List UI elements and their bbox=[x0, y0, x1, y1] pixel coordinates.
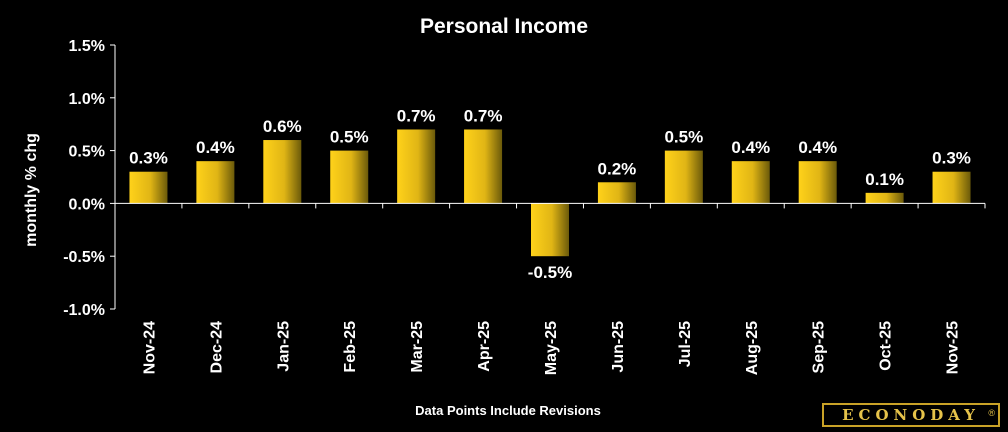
bar bbox=[263, 140, 302, 204]
data-label: 0.7% bbox=[464, 106, 503, 125]
x-tick-label: Apr-25 bbox=[476, 321, 493, 372]
data-label: 0.3% bbox=[932, 149, 971, 168]
bar bbox=[664, 150, 703, 204]
x-tick-label: Nov-24 bbox=[141, 321, 158, 374]
data-label: 0.3% bbox=[129, 149, 168, 168]
bar bbox=[798, 161, 837, 204]
data-label: 0.6% bbox=[263, 117, 302, 136]
x-tick-label: Jul-25 bbox=[677, 321, 694, 367]
bar bbox=[932, 171, 971, 204]
econoday-logo: ECONODAY ® bbox=[822, 403, 1000, 427]
data-label: 0.7% bbox=[397, 106, 436, 125]
x-tick-label: Jan-25 bbox=[275, 321, 292, 372]
x-tick-label: Oct-25 bbox=[878, 321, 895, 371]
x-tick-label: Sep-25 bbox=[811, 321, 828, 374]
x-tick-label: Aug-25 bbox=[744, 321, 761, 375]
y-tick-label: 0.5% bbox=[69, 144, 105, 161]
x-tick-label: Mar-25 bbox=[409, 321, 426, 373]
data-label: 0.4% bbox=[196, 138, 235, 157]
x-tick-label: May-25 bbox=[543, 321, 560, 375]
chart-title: Personal Income bbox=[420, 15, 588, 38]
bar bbox=[330, 150, 369, 204]
logo-text: ECONODAY bbox=[842, 406, 980, 424]
bar bbox=[129, 171, 168, 204]
data-label: 0.5% bbox=[664, 128, 703, 147]
y-tick-label: 1.0% bbox=[69, 91, 105, 108]
data-label: 0.4% bbox=[798, 138, 837, 157]
x-axis-label: Data Points Include Revisions bbox=[415, 403, 601, 418]
x-tick-label: Feb-25 bbox=[342, 321, 359, 373]
data-label: -0.5% bbox=[528, 263, 572, 282]
y-tick-label: 1.5% bbox=[69, 38, 105, 55]
bar bbox=[464, 129, 503, 204]
x-tick-label: Jun-25 bbox=[610, 321, 627, 373]
x-tick-label: Nov-25 bbox=[945, 321, 962, 374]
data-label: 0.1% bbox=[865, 170, 904, 189]
x-tick-label: Dec-24 bbox=[208, 321, 225, 374]
data-label: 0.5% bbox=[330, 128, 369, 147]
bar bbox=[597, 182, 636, 204]
y-tick-label: -1.0% bbox=[63, 302, 105, 319]
bar bbox=[865, 192, 904, 204]
bar bbox=[731, 161, 770, 204]
y-tick-label: 0.0% bbox=[69, 196, 105, 213]
data-label: 0.4% bbox=[731, 138, 770, 157]
y-tick-label: -0.5% bbox=[63, 249, 105, 266]
y-axis-label: monthly % chg bbox=[23, 133, 40, 247]
bar bbox=[397, 129, 436, 204]
data-label: 0.2% bbox=[598, 159, 637, 178]
registered-mark-icon: ® bbox=[988, 408, 995, 418]
bar bbox=[531, 203, 569, 257]
bar bbox=[196, 161, 235, 204]
